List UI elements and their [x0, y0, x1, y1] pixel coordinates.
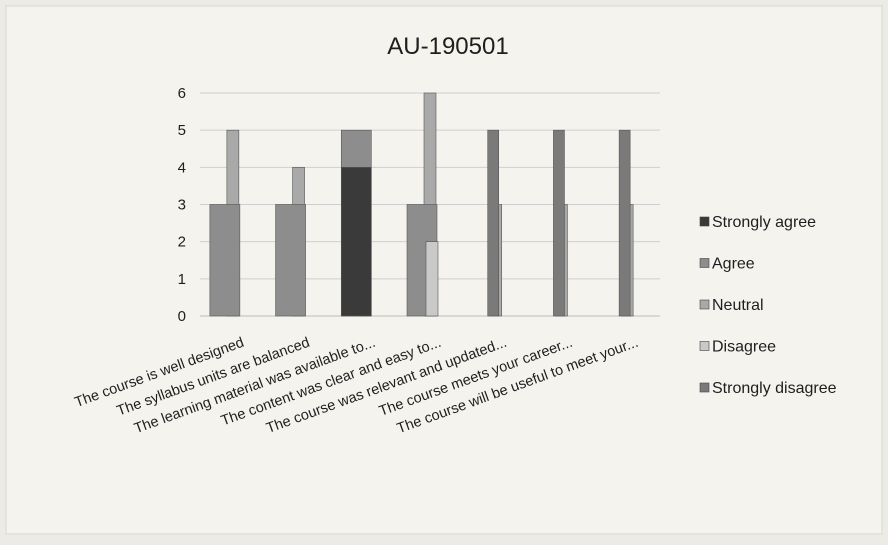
chart-title: AU-190501 — [387, 33, 508, 60]
legend-swatch — [699, 382, 710, 393]
legend-swatch — [699, 258, 710, 268]
y-tick-label: 4 — [178, 159, 186, 176]
y-tick-label: 1 — [178, 271, 186, 288]
bar — [425, 241, 439, 317]
y-tick-label: 5 — [178, 122, 186, 139]
bar — [340, 167, 372, 317]
y-axis-ticks: 0 1 2 3 4 5 6 — [178, 85, 186, 325]
legend-label: Strongly disagree — [712, 380, 837, 397]
legend-label: Neutral — [712, 297, 764, 314]
legend-label: Strongly agree — [712, 214, 816, 231]
bar — [618, 129, 631, 317]
y-tick-label: 0 — [178, 308, 186, 325]
legend: Strongly agree Agree Neutral Disagree Strong… — [699, 214, 837, 397]
bar — [209, 204, 241, 317]
bar — [487, 129, 500, 317]
y-tick-label: 2 — [178, 234, 186, 251]
bars — [209, 92, 634, 317]
legend-swatch — [699, 216, 710, 227]
legend-swatch — [699, 299, 710, 310]
bar — [275, 204, 306, 317]
y-tick-label: 3 — [178, 197, 186, 214]
legend-label: Disagree — [712, 339, 776, 356]
legend-swatch — [699, 341, 710, 351]
legend-label: Agree — [712, 256, 755, 273]
y-tick-label: 6 — [178, 85, 186, 102]
bar — [553, 129, 565, 317]
